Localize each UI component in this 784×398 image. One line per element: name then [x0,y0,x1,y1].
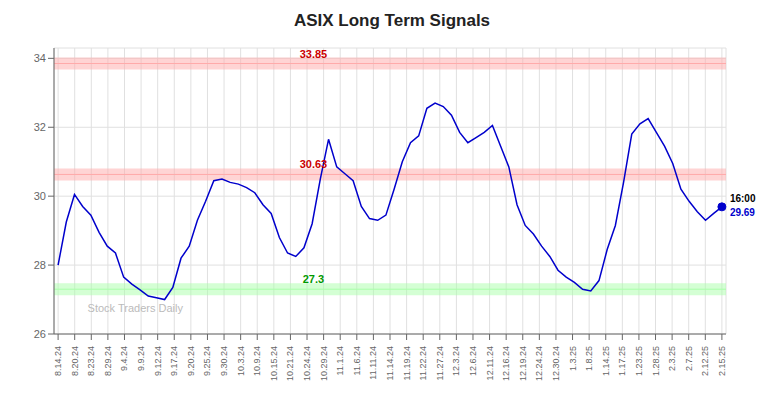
svg-text:2.12.25: 2.12.25 [700,346,710,376]
svg-text:10.3.24: 10.3.24 [236,346,246,376]
svg-text:32: 32 [34,121,46,133]
svg-text:10.29.24: 10.29.24 [319,346,329,381]
svg-text:1.3.25: 1.3.25 [568,346,578,371]
svg-text:11.1.24: 11.1.24 [335,346,345,375]
svg-text:1.23.25: 1.23.25 [634,346,644,376]
svg-text:10.21.24: 10.21.24 [285,346,295,381]
svg-text:9.12.24: 9.12.24 [153,346,163,376]
svg-text:30: 30 [34,190,46,202]
svg-text:12.3.24: 12.3.24 [451,346,461,376]
svg-text:2.3.25: 2.3.25 [667,346,677,371]
svg-text:34: 34 [34,52,46,64]
svg-text:12.11.24: 12.11.24 [485,346,495,380]
svg-text:8.29.24: 8.29.24 [103,346,113,376]
svg-text:1.28.25: 1.28.25 [651,346,661,376]
svg-text:10.9.24: 10.9.24 [252,346,262,376]
svg-text:11.14.24: 11.14.24 [385,346,395,380]
svg-text:8.20.24: 8.20.24 [70,346,80,376]
svg-text:1.14.25: 1.14.25 [601,346,611,376]
svg-text:10.24.24: 10.24.24 [302,346,312,381]
svg-text:29.69: 29.69 [730,207,755,218]
svg-text:9.4.24: 9.4.24 [119,346,129,371]
html-text:ASIX Long Term Signals: ASIX Long Term Signals [293,11,491,30]
svg-text:27.3: 27.3 [303,273,324,285]
svg-text:16:00: 16:00 [730,193,756,204]
svg-text:1.17.25: 1.17.25 [617,346,627,376]
svg-text:12.30.24: 12.30.24 [551,346,561,381]
svg-text:9.30.24: 9.30.24 [219,346,229,376]
svg-text:12.6.24: 12.6.24 [468,346,478,376]
svg-text:11.27.24: 11.27.24 [435,346,445,380]
svg-text:33.85: 33.85 [300,48,328,60]
svg-text:12.19.24: 12.19.24 [518,346,528,381]
svg-text:2.15.25: 2.15.25 [717,346,727,376]
svg-text:9.25.24: 9.25.24 [202,346,212,376]
svg-text:26: 26 [34,328,46,340]
svg-text:1.8.25: 1.8.25 [584,346,594,371]
svg-text:12.16.24: 12.16.24 [501,346,511,381]
svg-text:9.17.24: 9.17.24 [169,346,179,376]
svg-text:11.22.24: 11.22.24 [418,346,428,380]
svg-text:9.9.24: 9.9.24 [136,346,146,371]
svg-text:11.19.24: 11.19.24 [402,346,412,380]
svg-text:8.23.24: 8.23.24 [86,346,96,376]
svg-text:30.63: 30.63 [300,158,328,170]
svg-text:9.20.24: 9.20.24 [186,346,196,376]
svg-text:28: 28 [34,259,46,271]
svg-text:11.6.24: 11.6.24 [352,346,362,375]
svg-text:10.15.24: 10.15.24 [269,346,279,381]
svg-text:2.7.25: 2.7.25 [684,346,694,371]
svg-text:12.24.24: 12.24.24 [534,346,544,381]
svg-text:8.14.24: 8.14.24 [53,346,63,376]
html-text:Stock Traders Daily: Stock Traders Daily [87,302,183,314]
svg-text:11.11.24: 11.11.24 [368,346,378,380]
